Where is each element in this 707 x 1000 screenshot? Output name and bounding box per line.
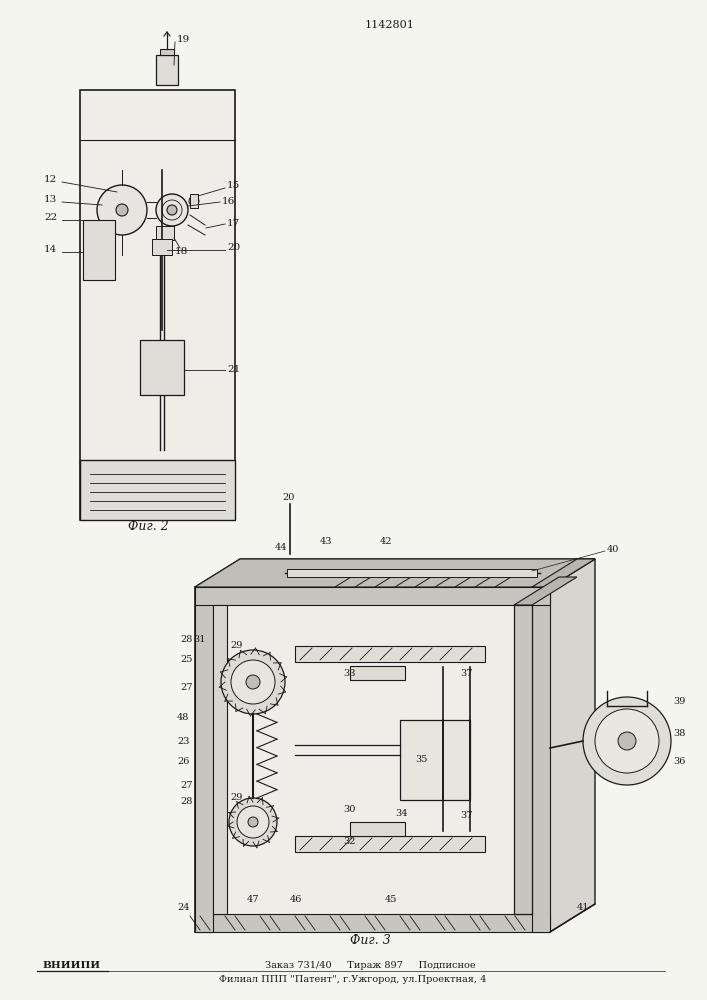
Text: 23: 23 (177, 738, 189, 746)
Text: 46: 46 (290, 896, 303, 904)
Bar (350, 666, 405, 680)
Text: 40: 40 (607, 544, 619, 554)
Text: 37: 37 (460, 810, 472, 820)
Text: 35: 35 (415, 756, 427, 764)
Text: 13: 13 (44, 196, 57, 205)
Circle shape (97, 185, 147, 235)
Text: 26: 26 (177, 758, 189, 766)
Bar (195, 587, 550, 605)
Bar (156, 226, 174, 240)
Bar (287, 569, 537, 577)
Bar (350, 822, 405, 836)
Text: 25: 25 (180, 654, 192, 664)
Text: 16: 16 (222, 198, 235, 207)
Circle shape (583, 697, 671, 785)
Text: Фиг. 3: Фиг. 3 (350, 934, 390, 946)
Text: 38: 38 (673, 728, 685, 738)
Text: Фиг. 2: Фиг. 2 (128, 520, 168, 534)
Text: 31: 31 (193, 635, 206, 644)
Circle shape (248, 817, 258, 827)
Text: 20: 20 (282, 492, 294, 502)
Bar (160, 49, 174, 55)
Text: 15: 15 (227, 182, 240, 190)
Text: Филиал ППП "Патент", г.Ужгород, ул.Проектная, 4: Филиал ППП "Патент", г.Ужгород, ул.Проек… (219, 976, 486, 984)
Text: 43: 43 (320, 536, 332, 546)
Text: 27: 27 (180, 682, 192, 692)
Circle shape (116, 204, 128, 216)
Polygon shape (195, 559, 595, 587)
Polygon shape (195, 559, 595, 587)
Text: 37: 37 (460, 670, 472, 678)
Text: 39: 39 (673, 696, 685, 706)
Text: 20: 20 (227, 243, 240, 252)
Bar (152, 239, 172, 255)
Circle shape (229, 798, 277, 846)
Bar (80, 460, 235, 520)
Text: 29: 29 (230, 792, 243, 802)
Text: 45: 45 (385, 896, 397, 904)
Bar (156, 55, 178, 85)
Circle shape (189, 196, 199, 206)
Bar (295, 646, 485, 662)
Circle shape (246, 675, 260, 689)
Bar (195, 587, 550, 932)
Polygon shape (550, 559, 595, 932)
Text: 34: 34 (395, 810, 407, 818)
Circle shape (156, 194, 188, 226)
Bar (213, 605, 227, 914)
Circle shape (167, 205, 177, 215)
Text: 28: 28 (180, 798, 192, 806)
Text: 21: 21 (227, 365, 240, 374)
Text: 41: 41 (577, 902, 590, 912)
Circle shape (231, 660, 275, 704)
Text: 1142801: 1142801 (365, 20, 415, 30)
Text: 47: 47 (247, 896, 259, 904)
Text: 22: 22 (44, 214, 57, 223)
Circle shape (237, 806, 269, 838)
Bar (80, 90, 235, 520)
Bar (195, 914, 550, 932)
Text: 19: 19 (177, 35, 190, 44)
Bar (295, 836, 485, 852)
Polygon shape (532, 559, 595, 587)
Bar (514, 605, 532, 914)
Bar (190, 194, 198, 208)
Text: ВНИИПИ: ВНИИПИ (43, 962, 101, 970)
Text: 33: 33 (343, 670, 356, 678)
Text: 30: 30 (343, 806, 356, 814)
Circle shape (618, 732, 636, 750)
Text: 44: 44 (275, 542, 288, 552)
Text: 28: 28 (180, 635, 192, 644)
Text: 42: 42 (380, 536, 392, 546)
Text: 17: 17 (227, 220, 240, 229)
Text: 24: 24 (177, 902, 189, 912)
Text: 18: 18 (175, 247, 188, 256)
Text: 14: 14 (44, 245, 57, 254)
Bar (400, 720, 470, 800)
Text: 29: 29 (230, 641, 243, 650)
Bar (83, 220, 115, 280)
Polygon shape (514, 577, 577, 605)
Circle shape (221, 650, 285, 714)
Text: 27: 27 (180, 780, 192, 790)
Bar (140, 340, 184, 395)
Text: 12: 12 (44, 176, 57, 184)
Bar (195, 587, 213, 932)
Circle shape (595, 709, 659, 773)
Text: 32: 32 (343, 838, 356, 846)
Text: 36: 36 (673, 756, 685, 766)
Bar (532, 587, 550, 932)
Text: Заказ 731/40     Тираж 897     Подписное: Заказ 731/40 Тираж 897 Подписное (264, 962, 475, 970)
Text: 48: 48 (177, 712, 189, 722)
